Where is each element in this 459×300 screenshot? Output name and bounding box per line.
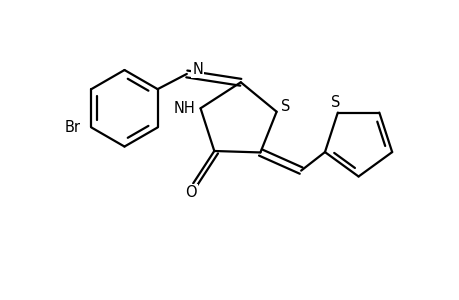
Text: S: S xyxy=(280,99,290,114)
Text: O: O xyxy=(185,185,196,200)
Text: S: S xyxy=(330,95,339,110)
Text: NH: NH xyxy=(174,101,195,116)
Text: N: N xyxy=(192,61,202,76)
Text: Br: Br xyxy=(65,120,80,135)
